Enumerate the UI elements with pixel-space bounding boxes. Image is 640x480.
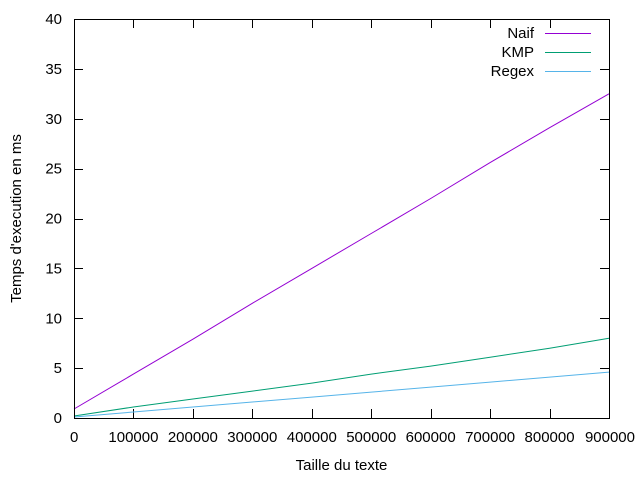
y-tick-label: 10 (45, 310, 62, 327)
x-axis-label: Taille du texte (296, 457, 388, 474)
series-layer (73, 93, 610, 418)
plot-frame (74, 19, 610, 419)
y-tick-label: 35 (45, 61, 62, 78)
x-tick-label: 700000 (465, 429, 515, 446)
x-tick-label: 100000 (108, 429, 158, 446)
y-axis-label: Temps d'execution en ms (8, 134, 25, 303)
y-tick-label: 5 (54, 360, 62, 377)
legend: Naif KMP Regex (491, 25, 591, 80)
y-tick-label: 20 (45, 211, 62, 228)
x-tick-label: 0 (70, 429, 78, 446)
y-tick-label: 15 (45, 260, 62, 277)
x-tick-label: 600000 (406, 429, 456, 446)
x-tick-label: 900000 (585, 429, 635, 446)
y-axis-ticks: 0 5 10 15 20 25 30 35 40 (45, 11, 609, 427)
x-tick-label: 300000 (227, 429, 277, 446)
series-line-naif (73, 93, 610, 410)
legend-label-kmp: KMP (501, 44, 534, 61)
x-axis-ticks: 0 100000 200000 300000 400000 500000 600000 700… (70, 19, 635, 446)
y-tick-label: 0 (54, 410, 62, 427)
x-tick-label: 400000 (287, 429, 337, 446)
legend-label-naif: Naif (507, 25, 535, 42)
y-tick-label: 25 (45, 161, 62, 178)
series-line-regex (73, 371, 610, 418)
y-tick-label: 30 (45, 111, 62, 128)
y-tick-label: 40 (45, 11, 62, 28)
series-line-kmp (73, 337, 610, 417)
x-tick-label: 200000 (168, 429, 218, 446)
legend-label-regex: Regex (491, 63, 535, 80)
x-tick-label: 500000 (346, 429, 396, 446)
x-tick-label: 800000 (525, 429, 575, 446)
